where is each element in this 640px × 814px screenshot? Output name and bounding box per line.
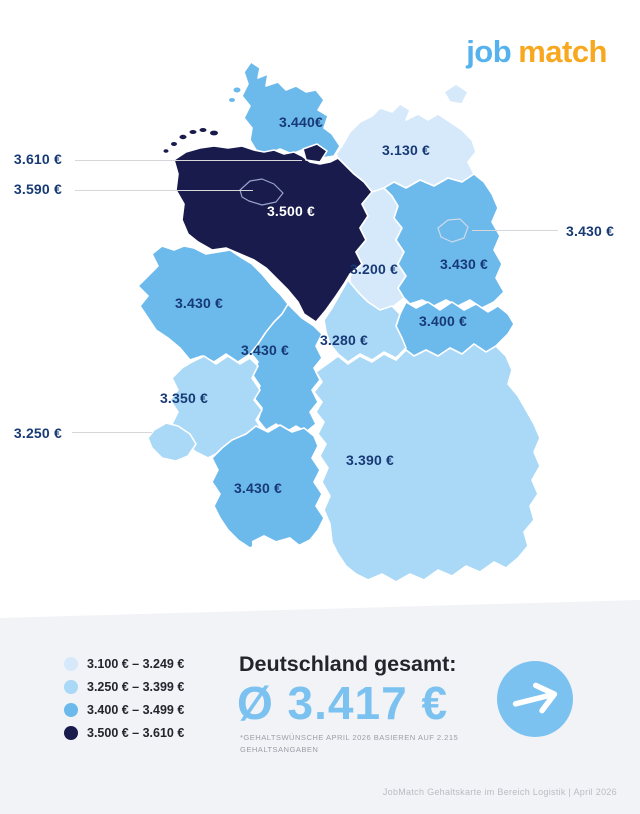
state-brandenburg	[383, 173, 505, 309]
summary-title: Deutschland gesamt:	[239, 652, 457, 676]
callout-line-bremen	[75, 190, 253, 191]
germany-salary-map	[137, 61, 541, 583]
label-hessen-value: 3.430 €	[240, 342, 290, 358]
legend-item-range3: 3.400 € – 3.499 €	[64, 703, 184, 717]
state-hamburg	[302, 143, 328, 163]
state-nordrhein-westfalen	[137, 245, 289, 363]
label-mecklenburg-vorpommern-value: 3.130 €	[381, 142, 431, 158]
callout-line-berlin	[472, 230, 558, 231]
label-bremen-value: 3.590 €	[13, 181, 62, 197]
state-saarland	[147, 422, 197, 462]
legend-label-range4: 3.500 € – 3.610 €	[87, 726, 185, 740]
label-sachsen-anhalt-value: 3.200 €	[349, 261, 399, 277]
label-saarland-value: 3.250 €	[13, 425, 62, 441]
state-berlin	[437, 218, 469, 243]
legend-label-range3: 3.400 € – 3.499 €	[87, 703, 185, 717]
state-thueringen	[323, 279, 407, 363]
summary-footnote-line2: GEHALTSANGABEN	[240, 745, 319, 755]
summary-average-value: Ø 3.417 €	[237, 677, 449, 729]
label-brandenburg-value: 3.430 €	[439, 256, 489, 272]
label-sachsen-value: 3.400 €	[418, 313, 468, 329]
next-arrow-button[interactable]	[497, 661, 573, 737]
legend-item-range2: 3.250 € – 3.399 €	[64, 680, 184, 694]
state-baden-wuerttemberg	[211, 424, 325, 549]
label-berlin-value: 3.430 €	[566, 223, 615, 239]
legend-swatch-range2-icon	[64, 680, 78, 694]
label-bayern-value: 3.390 €	[345, 452, 395, 468]
label-thueringen-value: 3.280 €	[319, 332, 369, 348]
jobmatch-logo: job match	[466, 34, 607, 70]
legend-swatch-range4-icon	[64, 726, 78, 740]
callout-line-saarland	[72, 432, 152, 433]
legend-item-range1: 3.100 € – 3.249 €	[64, 657, 184, 671]
island-ruegen	[443, 83, 469, 105]
legend-swatch-range3-icon	[64, 703, 78, 717]
island-north-frisian-2	[229, 98, 235, 102]
logo-match: match	[518, 34, 607, 69]
label-rheinland-pfalz-value: 3.350 €	[159, 390, 209, 406]
label-niedersachsen-value: 3.500 €	[266, 203, 316, 219]
arrow-right-icon	[512, 682, 558, 714]
summary-footnote-line1: *GEHALTSWÜNSCHE APRIL 2026 BASIEREN AUF …	[240, 733, 459, 742]
label-hamburg-value: 3.610 €	[13, 151, 62, 167]
footer-credit: JobMatch Gehaltskarte im Bereich Logisti…	[382, 787, 617, 797]
callout-line-hamburg	[75, 160, 302, 161]
label-baden-wuerttemberg-value: 3.430 €	[233, 480, 283, 496]
legend-label-range2: 3.250 € – 3.399 €	[87, 680, 185, 694]
legend-item-range4: 3.500 € – 3.610 €	[64, 726, 184, 740]
state-schleswig-holstein	[241, 61, 341, 159]
label-schleswig-holstein-value: 3.440€	[278, 114, 324, 130]
island-north-frisian	[233, 87, 241, 93]
state-bayern	[313, 343, 541, 583]
label-nordrhein-westfalen-value: 3.430 €	[174, 295, 224, 311]
legend-label-range1: 3.100 € – 3.249 €	[87, 657, 185, 671]
logo-job: job	[466, 34, 512, 69]
summary-footnote: *GEHALTSWÜNSCHE APRIL 2026 BASIEREN AUF …	[240, 732, 458, 756]
state-bremen-outline	[239, 178, 284, 206]
east-frisian-islands	[163, 128, 218, 153]
lake-bodensee	[252, 535, 300, 553]
legend-swatch-range1-icon	[64, 657, 78, 671]
